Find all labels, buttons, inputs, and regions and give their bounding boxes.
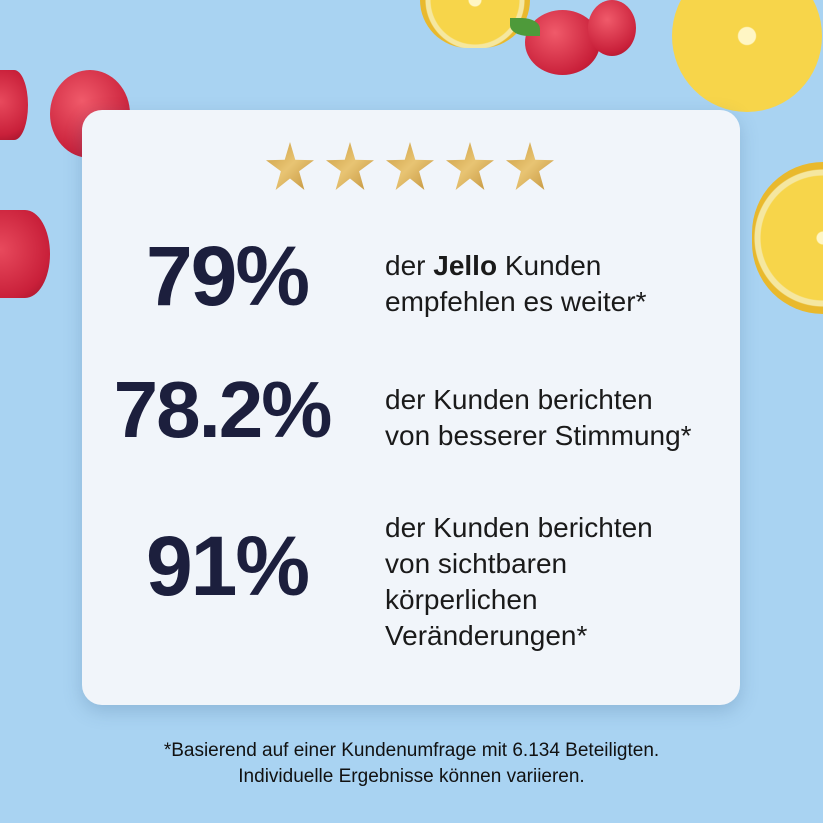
- stat-value: 79%: [145, 229, 310, 323]
- text: Veränderungen*: [385, 620, 588, 651]
- text: der: [385, 250, 434, 281]
- stat-description: der Kunden berichten von besserer Stimmu…: [385, 382, 692, 454]
- star-icon: [506, 142, 554, 190]
- text: von sichtbaren: [385, 548, 568, 579]
- raspberry-image: [525, 10, 600, 75]
- star-icon: [266, 142, 314, 190]
- star-icon: [326, 142, 374, 190]
- raspberry-image: [0, 70, 28, 140]
- disclaimer-line: *Basierend auf einer Kundenumfrage mit 6…: [163, 740, 660, 761]
- stat-value: 78.2%: [113, 365, 333, 454]
- lemon-image: [752, 162, 823, 314]
- text: körperlichen: [385, 584, 538, 615]
- stat-description: der Jello Kunden empfehlen es weiter*: [385, 248, 646, 320]
- brand-name: Jello: [433, 250, 498, 281]
- raspberry-image: [588, 0, 636, 56]
- raspberry-image: [0, 210, 50, 298]
- stats-card: [82, 110, 740, 705]
- stat-value: 91%: [145, 519, 310, 613]
- text: der Kunden berichten: [385, 384, 653, 415]
- text: Kunden: [497, 250, 602, 281]
- star-icon: [386, 142, 434, 190]
- lemon-image: [672, 0, 822, 112]
- disclaimer-line: Individuelle Ergebnisse können variieren…: [238, 766, 585, 787]
- stat-description: der Kunden berichten von sichtbaren körp…: [385, 510, 653, 654]
- rating-stars: [266, 142, 554, 190]
- leaf-image: [510, 18, 540, 36]
- text: der Kunden berichten: [385, 512, 653, 543]
- text: empfehlen es weiter*: [385, 286, 647, 317]
- disclaimer: *Basierend auf einer Kundenumfrage mit 6…: [0, 738, 823, 790]
- text: von besserer Stimmung*: [385, 420, 692, 451]
- star-icon: [446, 142, 494, 190]
